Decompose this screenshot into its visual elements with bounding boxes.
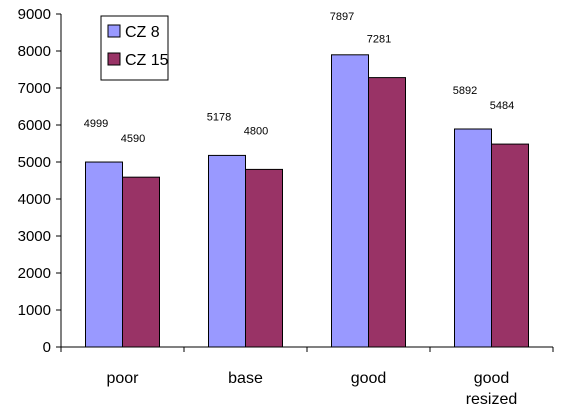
legend-label: CZ 8	[125, 24, 160, 41]
y-tick-label: 0	[43, 339, 51, 356]
x-category-label: base	[228, 370, 263, 387]
legend-swatch	[107, 24, 121, 38]
x-category-label-line: resized	[466, 391, 518, 408]
bar	[368, 77, 406, 348]
legend-swatch	[107, 52, 121, 66]
bar	[122, 176, 160, 348]
y-tick-label: 5000	[18, 154, 51, 171]
x-category-label-line: good	[474, 370, 510, 387]
data-label: 5484	[490, 100, 514, 112]
data-labels: 4999 4590 5178 4800 7897 7281 5892 5484	[84, 11, 514, 145]
x-category-label-line: good	[351, 370, 387, 387]
y-axis: 0 1000 2000 3000 4000 5000 6000 7000 8000 9000	[18, 6, 62, 356]
y-tick-label: 4000	[18, 191, 51, 208]
x-category-label-line: poor	[106, 370, 139, 387]
y-tick-label: 6000	[18, 117, 51, 134]
data-label: 4800	[244, 125, 268, 137]
y-tick-label: 8000	[18, 43, 51, 60]
x-category-label: good resized	[466, 370, 518, 408]
bar	[454, 128, 492, 348]
x-category-label-line: base	[228, 370, 263, 387]
y-tick-label: 1000	[18, 302, 51, 319]
legend-label: CZ 15	[125, 52, 169, 69]
bar	[245, 168, 283, 348]
bars	[85, 54, 529, 348]
data-label: 5892	[453, 85, 477, 97]
data-label: 4590	[121, 133, 145, 145]
x-axis: poor base good good resized	[60, 346, 554, 408]
data-label: 4999	[84, 118, 108, 130]
y-tick-label: 7000	[18, 80, 51, 97]
data-label: 7281	[367, 34, 391, 46]
x-category-label: good	[351, 370, 387, 387]
legend: CZ 8 CZ 15	[100, 15, 169, 81]
bar	[491, 143, 529, 348]
data-label: 5178	[207, 111, 231, 123]
y-tick-label: 3000	[18, 228, 51, 245]
data-label: 7897	[330, 11, 354, 23]
x-category-label: poor	[106, 370, 139, 387]
bar	[85, 161, 123, 348]
bar	[208, 154, 246, 348]
y-tick-label: 2000	[18, 265, 51, 282]
y-tick-label: 9000	[18, 6, 51, 23]
bar	[331, 54, 369, 348]
